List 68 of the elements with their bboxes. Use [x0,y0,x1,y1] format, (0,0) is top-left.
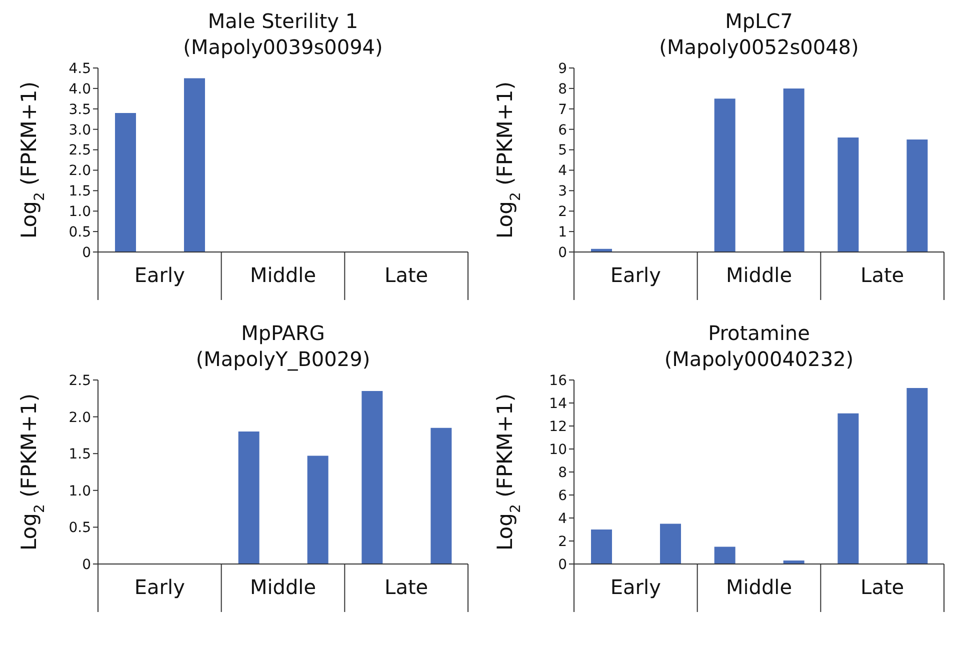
x-tick-label: Late [860,575,904,599]
bar [238,432,260,564]
x-tick-label: Middle [726,263,792,287]
y-tick-label: 0 [82,244,91,261]
chart-title: Protamine [707,320,811,346]
y-tick-label: 3 [558,184,567,200]
y-tick-label: 9 [558,60,567,77]
chart-title: Male Sterility 1 [206,8,360,34]
y-tick-label: 1.5 [68,184,91,200]
chart-subtitle: (Mapoly0039s0094) [182,34,384,60]
y-tick-label: 0.5 [68,224,91,241]
chart-title: MpPARG [240,320,326,346]
y-tick-label: 12 [549,418,567,435]
y-tick-label: 0.5 [68,520,91,536]
y-tick-label: 2 [558,204,567,220]
y-tick-label: 0 [558,556,567,573]
y-tick-label: 16 [549,372,568,389]
y-tick-label: 8 [558,81,567,98]
y-tick-label: 1 [558,224,567,241]
y-tick-label: 2.0 [68,163,91,180]
y-tick-label: 1.5 [68,446,91,463]
chart-subtitle: (Mapoly00040232) [663,346,855,372]
y-tick-label: 0 [82,556,91,573]
bar [838,413,859,564]
bar [906,140,928,252]
y-tick-label: 4.5 [68,60,91,77]
x-tick-label: Late [384,263,428,287]
x-tick-label: Middle [726,575,792,599]
y-tick-label: 14 [549,396,568,412]
y-tick-label: 1.0 [68,204,91,220]
x-tick-label: Early [134,575,186,599]
bar [714,98,736,252]
x-tick-label: Early [134,263,186,287]
y-tick-label: 6 [558,122,568,138]
y-tick-label: 8 [558,464,567,481]
y-tick-label: 1.0 [68,483,91,500]
bar [783,88,804,252]
y-tick-label: 3.0 [68,122,91,138]
x-tick-label: Late [860,263,904,287]
y-tick-label: 0 [558,244,567,261]
y-tick-label: 3.5 [68,102,91,118]
chart-subtitle: (Mapoly0052s0048) [658,34,860,60]
chart-subtitle: (MapolyY_B0029) [194,346,372,372]
y-tick-label: 2 [558,534,567,550]
x-tick-label: Middle [250,575,316,599]
y-tick-label: 4.0 [68,81,91,98]
bar [838,138,859,252]
y-tick-label: 6 [558,488,568,504]
y-tick-label: 4 [558,510,568,527]
bar [714,546,736,564]
bar [906,388,928,564]
x-tick-label: Middle [250,263,316,287]
bar [362,391,383,564]
bar [660,524,681,564]
x-tick-label: Early [610,263,662,287]
y-tick-label: 4 [558,163,568,180]
chart-title: MpLC7 [724,8,794,34]
y-tick-label: 2.0 [68,410,91,426]
y-tick-label: 2.5 [68,142,91,159]
bar [591,530,612,564]
y-tick-label: 10 [549,442,567,458]
y-tick-label: 7 [558,102,567,118]
x-tick-label: Late [384,575,428,599]
y-tick-label: 2.5 [68,372,91,389]
y-tick-label: 5 [558,142,567,159]
x-tick-label: Early [610,575,662,599]
bar [307,456,328,564]
bar [430,428,452,564]
